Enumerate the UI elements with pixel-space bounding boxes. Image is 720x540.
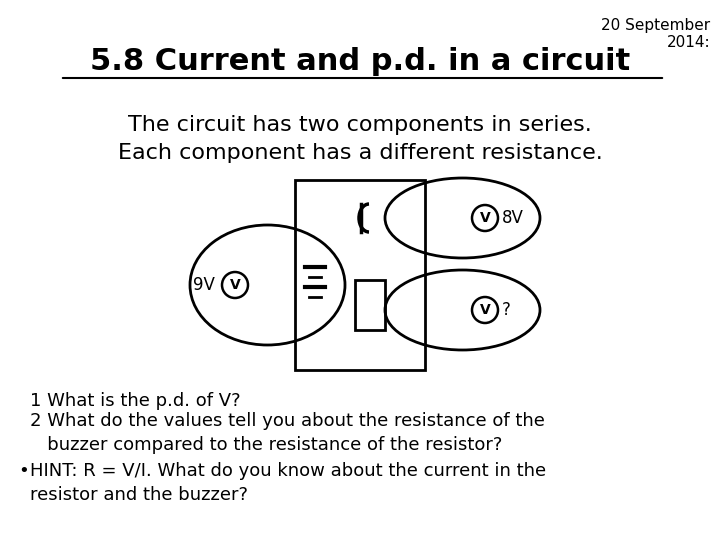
Text: V: V (480, 303, 490, 317)
Text: V: V (230, 278, 240, 292)
Bar (295, 180, 425, 370)
Text: 20 September
2014:: 20 September 2014: (601, 18, 710, 50)
Circle shape (472, 297, 498, 323)
Text: 1 What is the p.d. of V?: 1 What is the p.d. of V? (30, 392, 240, 410)
Text: V: V (480, 211, 490, 225)
Text: 2 What do the values tell you about the resistance of the
   buzzer compared to : 2 What do the values tell you about the … (30, 412, 545, 454)
Text: HINT: R = V/I. What do you know about the current in the
resistor and the buzzer: HINT: R = V/I. What do you know about th… (30, 462, 546, 504)
Bar (355, 280, 385, 330)
Text: 9V: 9V (193, 276, 215, 294)
Circle shape (472, 205, 498, 231)
Text: 8V: 8V (502, 209, 524, 227)
Text: ?: ? (502, 301, 511, 319)
Text: The circuit has two components in series.
Each component has a different resista: The circuit has two components in series… (117, 115, 603, 163)
Text: •: • (18, 462, 29, 480)
Text: 5.8 Current and p.d. in a circuit: 5.8 Current and p.d. in a circuit (90, 48, 630, 77)
Circle shape (222, 272, 248, 298)
